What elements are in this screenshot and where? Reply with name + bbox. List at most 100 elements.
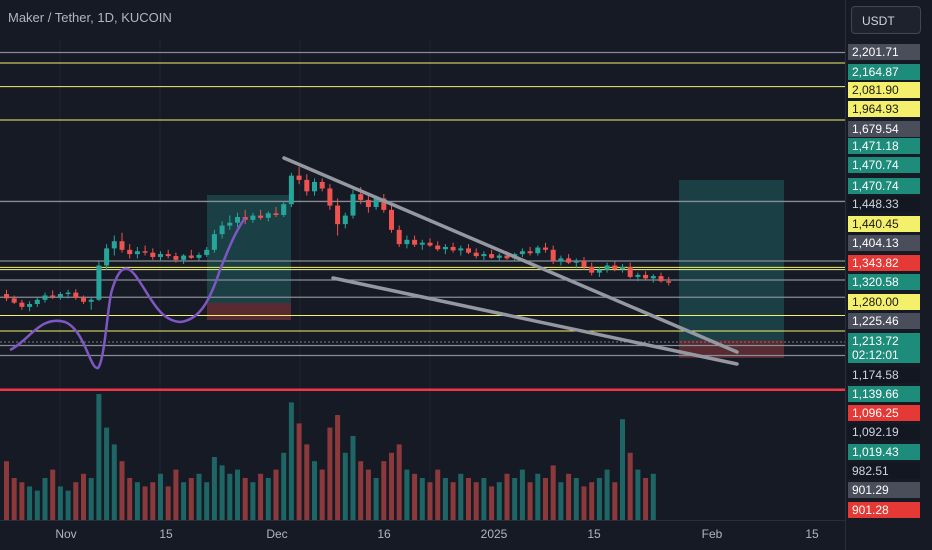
candle xyxy=(581,256,587,270)
candle-body xyxy=(396,229,402,245)
candle xyxy=(381,194,387,213)
time-tick-label: 15 xyxy=(587,527,601,541)
candle-body xyxy=(42,295,48,300)
candle xyxy=(496,253,502,262)
price-label: 1,964.93 xyxy=(848,101,920,117)
price-label: 982.51 xyxy=(848,463,920,479)
candle xyxy=(188,249,194,259)
long-position-profit-zone xyxy=(679,180,784,340)
candle xyxy=(134,246,140,259)
candle xyxy=(312,178,317,196)
candle xyxy=(365,192,371,213)
currency-selector[interactable]: USDT xyxy=(851,6,921,34)
price-label: 2,081.90 xyxy=(848,82,920,98)
candle xyxy=(635,272,641,282)
candle-body xyxy=(235,217,240,223)
candle xyxy=(34,296,40,307)
candle xyxy=(558,255,564,266)
volume-histogram xyxy=(4,394,656,520)
volume-bar xyxy=(365,469,371,520)
volume-bar xyxy=(504,473,510,520)
candle xyxy=(566,254,572,265)
volume-bar xyxy=(435,469,441,520)
volume-bar xyxy=(519,469,525,520)
volume-bar xyxy=(358,461,364,520)
price-label: 1,280.00 xyxy=(848,294,920,310)
volume-bar xyxy=(50,469,56,520)
horizontal-levels[interactable] xyxy=(0,51,845,392)
candle-body xyxy=(281,204,287,216)
candle-body xyxy=(219,225,225,235)
candle xyxy=(604,262,610,273)
price-label: 02:12:01 xyxy=(848,347,920,363)
volume-bar xyxy=(581,486,587,520)
volume-bar xyxy=(327,427,333,520)
candle-body xyxy=(127,249,133,255)
volume-bar xyxy=(165,486,171,520)
candle-body xyxy=(381,198,387,210)
price-label: 1,404.13 xyxy=(848,235,920,251)
candle-body xyxy=(50,295,56,297)
time-tick-label: 15 xyxy=(159,527,173,541)
candle-body xyxy=(158,254,163,257)
candle-body xyxy=(319,181,325,189)
time-tick-label: 16 xyxy=(377,527,391,541)
price-label: 1,139.66 xyxy=(848,386,920,402)
price-label: 1,019.43 xyxy=(848,444,920,460)
candle xyxy=(73,289,79,300)
candle xyxy=(612,261,618,272)
candle xyxy=(573,258,579,269)
candle-body xyxy=(566,258,572,263)
candle-body xyxy=(596,269,602,273)
price-label: 1,679.54 xyxy=(848,121,920,137)
falling-wedge-lower-trendline xyxy=(331,276,739,366)
volume-bar xyxy=(412,473,418,520)
candle xyxy=(88,296,94,310)
volume-bar xyxy=(635,469,641,520)
candle-body xyxy=(442,246,448,250)
candle xyxy=(535,245,541,256)
volume-bar xyxy=(288,402,294,520)
drawings[interactable] xyxy=(9,156,739,370)
candle xyxy=(165,249,171,259)
candle xyxy=(527,246,533,256)
candle xyxy=(519,248,525,257)
candle xyxy=(65,289,71,299)
candle xyxy=(412,235,418,247)
volume-bar xyxy=(265,478,271,520)
candle-body xyxy=(65,292,71,295)
volume-bar xyxy=(312,461,317,520)
candle xyxy=(327,184,333,210)
price-label: 1,448.33 xyxy=(848,196,920,212)
candle xyxy=(596,266,602,277)
candle-body xyxy=(288,175,294,205)
candle-body xyxy=(535,247,541,254)
candle xyxy=(11,295,17,305)
candle-body xyxy=(312,181,317,192)
volume-bar xyxy=(566,473,572,520)
volume-bar xyxy=(119,461,125,520)
candle xyxy=(81,295,86,305)
symbol-title[interactable]: Maker / Tether, 1D, KUCOIN xyxy=(8,10,172,25)
volume-bar xyxy=(612,482,618,520)
volume-bar xyxy=(111,444,117,520)
candle xyxy=(543,242,548,253)
candle xyxy=(181,254,187,265)
candle xyxy=(211,229,217,253)
candle xyxy=(658,272,664,283)
candle-body xyxy=(142,251,148,253)
price-axis-divider xyxy=(845,0,846,550)
candle-body xyxy=(204,249,210,255)
volume-bar xyxy=(427,482,433,520)
price-label: 1,470.74 xyxy=(848,157,920,173)
candle-body xyxy=(365,199,371,208)
candle-body xyxy=(134,251,140,255)
candle xyxy=(50,290,56,299)
candle-body xyxy=(612,265,618,270)
volume-bar xyxy=(227,473,233,520)
candle-body xyxy=(504,255,510,259)
candle xyxy=(466,244,471,255)
volume-bar xyxy=(543,478,548,520)
